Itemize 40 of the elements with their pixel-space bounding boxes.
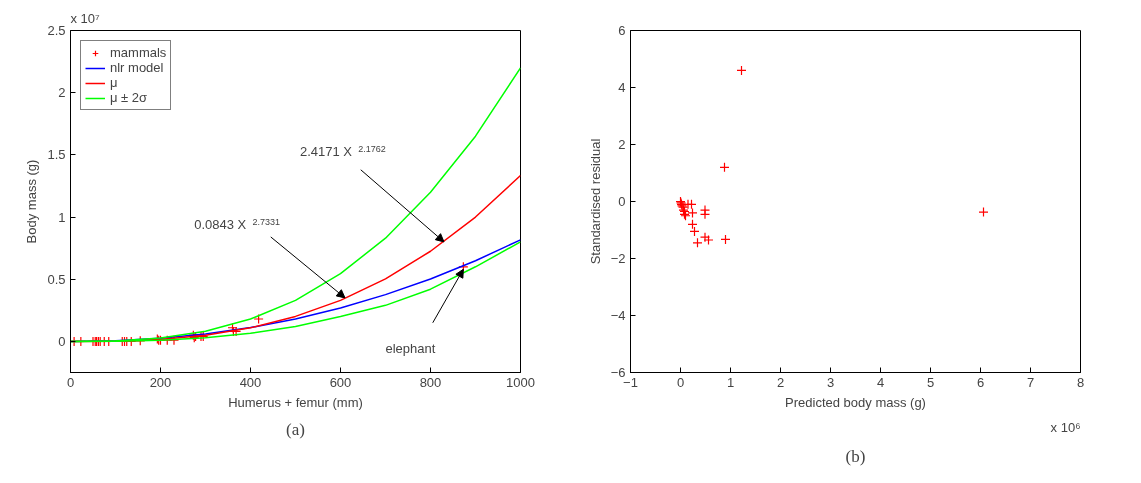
y-tick-label: −4 [610,308,626,323]
y-tick-label: 0.5 [47,271,66,287]
y-tick-label: 0 [58,333,66,349]
legend-label: mammals [110,45,167,60]
x-tick-label: 600 [329,374,352,390]
y-tick-label: −6 [610,365,626,380]
x-tick-label: 4 [876,374,885,390]
x-tick-label: 3 [826,374,835,390]
y-tick-label: 2 [58,85,66,101]
y-tick-label: −2 [610,251,626,266]
legend-label: nlr model [110,60,164,75]
legend-label: μ [110,75,119,90]
x-tick-label: 1 [726,374,735,390]
x-tick-label: 200 [149,374,172,390]
y-tick-label: 2.5 [47,23,66,38]
text: x 10⁶ [1050,419,1081,435]
x-axis-title: Humerus + femur (mm) [228,394,363,410]
y-tick-label: 1 [58,209,66,225]
x-tick-label: 5 [926,374,935,390]
y-tick-label: 0 [618,194,626,209]
y-tick-label: 6 [618,23,626,38]
y-tick-label: 1.5 [47,147,66,163]
x-tick-label: 800 [419,374,442,390]
x-tick-label: 7 [1026,374,1035,390]
x-tick-label: 8 [1076,374,1085,390]
y-tick-label: 4 [618,80,626,95]
text: (b) [845,446,866,466]
x-tick-label: 0 [676,374,685,390]
x-tick-label: 6 [976,374,985,390]
y-axis-title: Standardised residual [587,138,603,265]
y-axis-title: Body mass (g) [24,159,40,244]
x-tick-label: 2 [776,374,785,390]
y-tick-label: 2 [618,137,626,152]
text: (a) [286,419,305,439]
text: x 10⁷ [70,10,101,26]
legend-label: μ ± 2σ [110,90,148,105]
x-axis-title: Predicted body mass (g) [785,394,926,410]
x-tick-label: 400 [239,374,262,390]
x-tick-label: 1000 [506,374,535,390]
annotation: elephant [385,341,436,357]
